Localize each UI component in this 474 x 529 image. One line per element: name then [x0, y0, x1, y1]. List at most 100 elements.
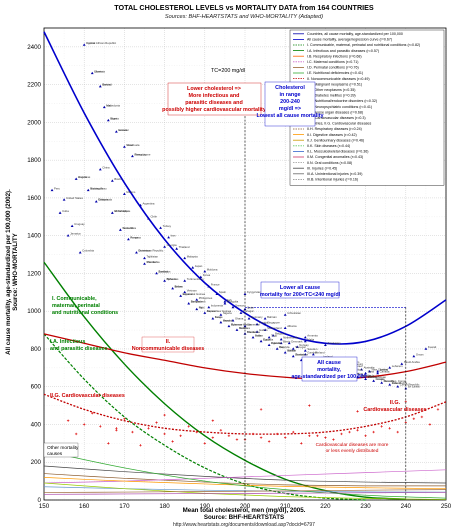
country-label: Netherlands	[283, 336, 299, 340]
country-label: India	[255, 334, 262, 338]
annotation-range-200-240: Cholesterol in range 200-240 mg/dl => Lo…	[256, 81, 324, 127]
all-cause-point	[114, 130, 118, 133]
country-label: Peru	[54, 186, 60, 190]
cvd-point	[428, 423, 432, 426]
country-label: Zimbabwe	[295, 353, 308, 357]
y-axis-label-2: Source: WHO-MORTALITY	[12, 232, 19, 310]
all-cause-point	[324, 343, 327, 346]
country-label: Kenya	[130, 235, 138, 239]
all-cause-point	[58, 211, 62, 214]
country-label: Thailand	[179, 245, 190, 249]
country-label: Colombia	[82, 249, 94, 253]
cvd-point	[356, 428, 359, 432]
y-tick-label: 1200	[27, 270, 41, 277]
country-label: Nepal	[223, 319, 231, 323]
cvd-point	[259, 408, 263, 411]
country-label: Angola	[78, 175, 87, 179]
legend-entry: II.C. Diabetes mellitus (r=0.39)	[307, 94, 356, 98]
cvd-point	[115, 427, 118, 430]
all-cause-point	[287, 341, 291, 345]
all-cause-point	[279, 337, 283, 341]
annotation-all-cause-label-line3: age-standardized per 100,000	[291, 374, 366, 380]
all-cause-point	[291, 347, 295, 350]
country-label: Macedonia	[106, 103, 120, 107]
cvd-point	[227, 434, 231, 438]
country-label: Belize	[175, 285, 183, 289]
country-label: Pakistan	[271, 341, 282, 345]
annotation-noncommunicable-line1: II.	[166, 339, 171, 345]
cvd-point	[211, 436, 215, 439]
country-label: Tanzania	[122, 226, 134, 230]
series-line	[43, 450, 447, 499]
country-label: Burundi	[102, 83, 112, 87]
country-label: Gambia	[307, 351, 317, 355]
all-cause-point	[303, 353, 307, 356]
legend-entry: II.H. Respiratory diseases (r=0.24)	[307, 127, 362, 131]
country-label: Haiti	[199, 305, 205, 309]
all-cause-point	[412, 354, 416, 358]
country-label: Malaysia	[187, 254, 198, 258]
y-axis-label: All cause mortality, age-standardized pe…	[5, 189, 12, 355]
y-tick-label: 1400	[27, 233, 41, 240]
cvd-point	[259, 436, 263, 439]
country-label: Cyprus	[86, 41, 95, 45]
cvd-point	[139, 444, 142, 447]
all-cause-point	[243, 324, 247, 328]
legend-entry: I.C. Maternal conditions (r=0.71)	[307, 60, 358, 64]
annotation-infectious-line1: I.A. Infectious	[50, 339, 85, 345]
country-label: Georgia	[167, 243, 177, 247]
all-cause-point	[380, 381, 384, 384]
country-label: Cuba	[62, 209, 69, 213]
country-label: Qatar	[247, 305, 254, 309]
annotation-other-causes-line1: Other mortality	[47, 445, 79, 451]
country-label: Niger	[110, 117, 117, 121]
country-label: Belgium	[275, 332, 286, 336]
country-label: Iraq	[279, 345, 284, 349]
all-cause-point	[231, 305, 235, 309]
cvd-point	[187, 425, 190, 428]
country-label: Cote d'Ivoire	[392, 381, 408, 385]
country-label: Switzerland	[267, 326, 282, 330]
country-label: Kyrgyzstan	[247, 290, 261, 294]
annotation-lower-cholesterol-line2: More infectious and	[189, 93, 240, 99]
country-label: Guatemala	[98, 198, 112, 202]
annotation-all-cause-label-line1: All cause	[317, 360, 341, 366]
all-cause-point	[211, 317, 215, 320]
legend-entry: II.I. Digestive diseases (r=0.42)	[307, 133, 357, 137]
legend-entry: II.L. Musculoskeletal diseases (r=0.36)	[307, 150, 368, 154]
country-label: Canada	[380, 370, 390, 374]
country-label: Fiji	[199, 305, 203, 309]
legend-entry: II.F. Sense organ diseases (r=0.68)	[307, 110, 363, 114]
legend-entry: II.N. Oral conditions (r=0.08)	[307, 161, 352, 165]
cvd-point	[147, 427, 150, 430]
x-ticks: 150 160 170 180 190 200 210 220 230 240 250	[39, 503, 452, 510]
all-cause-point	[102, 105, 106, 109]
all-cause-point	[90, 71, 94, 75]
country-label: Laos	[215, 315, 222, 319]
y-tick-label: 1000	[27, 308, 41, 315]
country-label: Tajikistan	[147, 254, 159, 258]
country-label: Norway	[299, 343, 309, 347]
country-label: Italy	[227, 298, 233, 302]
all-cause-point	[424, 347, 428, 350]
footer-url: http://www.heartstats.org/documents/down…	[173, 522, 315, 528]
x-tick-label: 230	[360, 503, 371, 510]
y-tick-label: 2200	[27, 82, 41, 89]
country-label: Jordan	[380, 368, 389, 372]
legend-entry: I.D. Perinatal conditions (r=0.76)	[307, 66, 359, 70]
all-cause-point	[303, 349, 307, 352]
all-cause-point	[98, 84, 102, 88]
cvd-point	[356, 410, 359, 413]
country-label: Liberia	[94, 69, 103, 73]
cvd-point	[284, 436, 287, 439]
all-cause-point	[376, 370, 380, 373]
y-tick-label: 200	[31, 459, 42, 466]
all-cause-point	[279, 341, 283, 345]
country-label: Bahrain	[267, 315, 277, 319]
annotation-range-line5: Lowest all cause mortality	[256, 113, 323, 119]
country-label: Serbia	[102, 83, 111, 87]
country-label: Senegal	[295, 345, 306, 349]
cvd-point	[203, 442, 206, 445]
country-label: Egypt	[263, 337, 270, 341]
cvd-point	[99, 425, 102, 428]
